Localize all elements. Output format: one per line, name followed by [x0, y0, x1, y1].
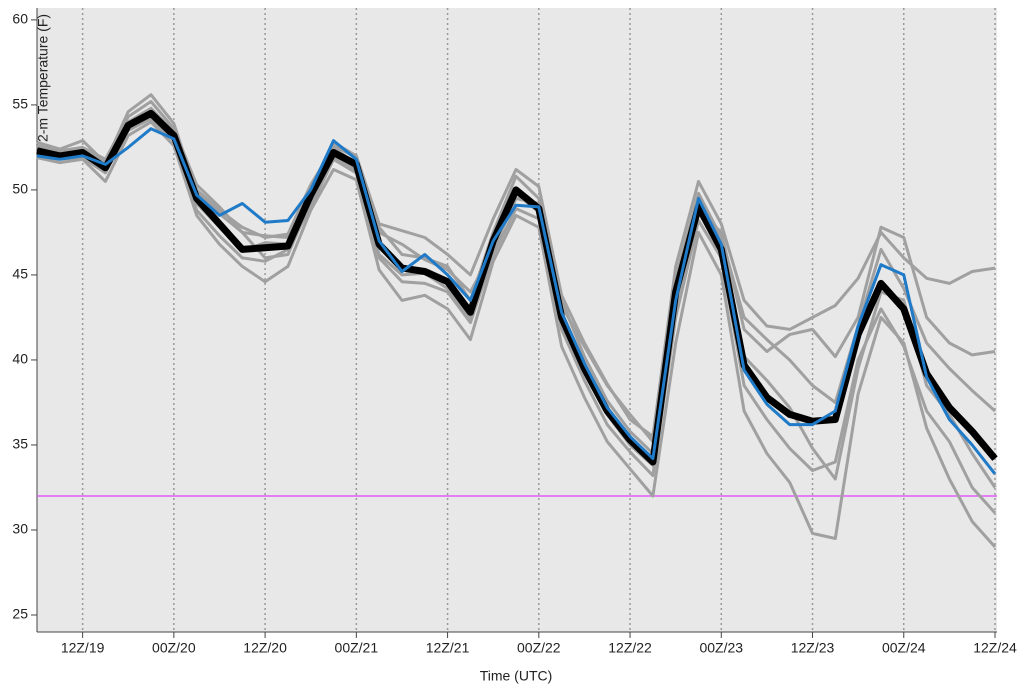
x-tick-label: 00Z/22	[517, 640, 561, 656]
x-tick-label: 00Z/24	[882, 640, 926, 656]
y-tick-label: 45	[12, 266, 28, 282]
series-line	[36, 109, 998, 466]
y-tick-label: 25	[12, 606, 28, 622]
y-axis-title: 2-m Temperature (F)	[35, 14, 51, 142]
series-line	[36, 120, 997, 548]
series-line	[36, 127, 997, 475]
x-tick-label: 12Z/24	[973, 640, 1017, 656]
y-tick-label: 60	[12, 11, 28, 27]
y-tick-label: 40	[12, 351, 28, 367]
x-tick-label: 00Z/23	[699, 640, 743, 656]
y-tick-label: 35	[12, 436, 28, 452]
x-tick-label: 00Z/20	[152, 640, 196, 656]
series-line	[36, 100, 996, 438]
x-axis-title: Time (UTC)	[480, 668, 553, 684]
y-tick-label: 55	[12, 96, 28, 112]
y-tick-label: 30	[12, 521, 28, 537]
series-line	[36, 117, 997, 514]
x-tick-label: 12Z/20	[243, 640, 287, 656]
x-tick-label: 12Z/19	[61, 640, 105, 656]
y-tick-label: 50	[12, 181, 28, 197]
x-tick-label: 12Z/21	[426, 640, 470, 656]
plot-background	[37, 8, 997, 632]
x-tick-label: 12Z/23	[791, 640, 835, 656]
x-tick-label: 00Z/21	[335, 640, 379, 656]
x-tick-label: 12Z/22	[608, 640, 652, 656]
